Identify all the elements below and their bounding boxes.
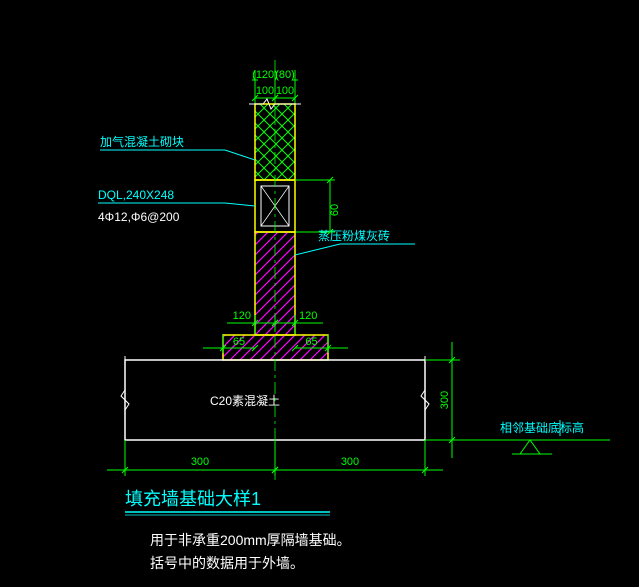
svg-text:300: 300	[341, 456, 359, 468]
svg-text:65: 65	[305, 336, 317, 348]
svg-text:加气混凝土砌块: 加气混凝土砌块	[100, 134, 184, 149]
svg-text:120: 120	[233, 310, 251, 322]
svg-text:120: 120	[299, 310, 317, 322]
svg-text:(80): (80)	[275, 69, 295, 81]
svg-text:60: 60	[329, 204, 341, 216]
svg-text:相邻基础底标高: 相邻基础底标高	[500, 420, 584, 435]
svg-text:300: 300	[191, 456, 209, 468]
svg-text:100: 100	[276, 85, 294, 97]
svg-text:C20素混凝土: C20素混凝土	[210, 393, 280, 408]
svg-text:DQL,240X248: DQL,240X248	[98, 188, 174, 202]
svg-text:100: 100	[256, 85, 274, 97]
svg-text:括号中的数据用于外墙。: 括号中的数据用于外墙。	[150, 555, 304, 571]
cad-drawing: 100100 (120)(80) 加气混凝土砌块 DQL,240X248 4Φ12,Φ6…	[0, 0, 639, 587]
svg-text:4Φ12,Φ6@200: 4Φ12,Φ6@200	[98, 210, 180, 224]
svg-text:用于非承重200mm厚隔墙基础。: 用于非承重200mm厚隔墙基础。	[150, 532, 351, 548]
svg-text:蒸压粉煤灰砖: 蒸压粉煤灰砖	[318, 228, 390, 243]
svg-text:(120): (120)	[252, 69, 278, 81]
svg-text:填充墙基础大样1: 填充墙基础大样1	[125, 489, 261, 509]
svg-text:65: 65	[233, 336, 245, 348]
svg-text:300: 300	[439, 391, 451, 409]
